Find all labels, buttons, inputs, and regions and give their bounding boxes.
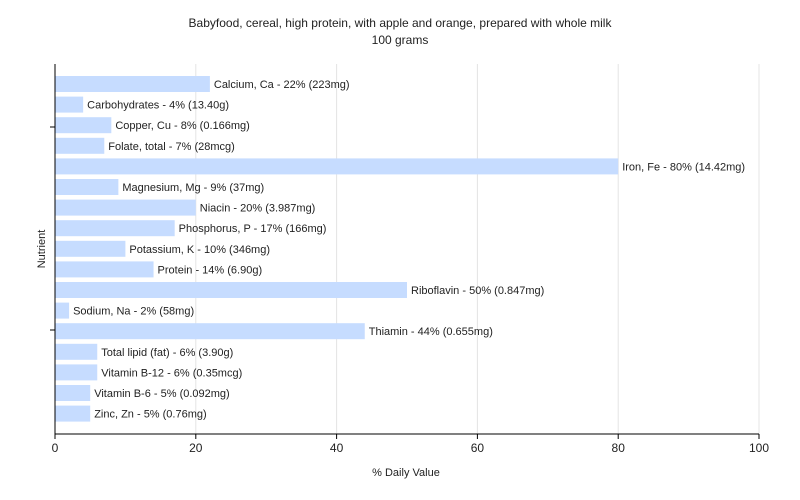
bar <box>55 323 365 340</box>
x-axis-title: % Daily Value <box>372 467 440 479</box>
x-tick-label: 0 <box>52 441 59 455</box>
bar-label: Carbohydrates - 4% (13.40g) <box>87 100 229 112</box>
bar <box>55 76 210 92</box>
axes: 0 20 40 60 80 100 <box>50 64 769 455</box>
bar-label: Iron, Fe - 80% (14.42mg) <box>622 161 745 173</box>
bar-labels: Calcium, Ca - 22% (223mg) Carbohydrates -… <box>73 79 745 421</box>
bar-label: Thiamin - 44% (0.655mg) <box>369 326 493 338</box>
bar <box>55 117 112 134</box>
bar-label: Protein - 14% (6.90g) <box>158 264 263 276</box>
bar-label: Vitamin B-6 - 5% (0.092mg) <box>94 388 230 400</box>
bar <box>55 385 91 401</box>
bar <box>55 364 98 381</box>
bar-label: Zinc, Zn - 5% (0.76mg) <box>94 409 206 421</box>
bar <box>55 405 91 422</box>
x-tick-label: 80 <box>612 441 626 455</box>
bar-label: Sodium, Na - 2% (58mg) <box>73 306 194 318</box>
bar-label: Riboflavin - 50% (0.847mg) <box>411 285 544 297</box>
x-tick-label: 40 <box>330 441 344 455</box>
bar <box>55 282 407 298</box>
bar <box>55 199 196 216</box>
bar <box>55 220 175 237</box>
chart-title: Babyfood, cereal, high protein, with app… <box>188 16 612 30</box>
plot-background <box>55 64 759 434</box>
bar <box>55 343 98 360</box>
bar-label: Total lipid (fat) - 6% (3.90g) <box>101 347 233 359</box>
bar <box>55 137 105 154</box>
bar-label: Magnesium, Mg - 9% (37mg) <box>122 182 264 194</box>
bar-label: Copper, Cu - 8% (0.166mg) <box>115 120 250 132</box>
y-axis-title: Nutrient <box>36 230 48 269</box>
bar-label: Vitamin B-12 - 6% (0.35mcg) <box>101 367 242 379</box>
bars <box>55 76 619 422</box>
bar <box>55 179 119 195</box>
bar <box>55 158 619 175</box>
bar-label: Phosphorus, P - 17% (166mg) <box>179 223 327 235</box>
bar <box>55 96 84 113</box>
bar-label: Calcium, Ca - 22% (223mg) <box>214 79 350 91</box>
x-tick-label: 100 <box>749 441 769 455</box>
bar <box>55 302 70 319</box>
bar-label: Niacin - 20% (3.987mg) <box>200 203 316 215</box>
chart-subtitle: 100 grams <box>371 33 429 47</box>
grid <box>195 64 760 434</box>
bar <box>55 261 154 278</box>
bar <box>55 240 126 257</box>
bar-label: Folate, total - 7% (28mcg) <box>108 141 235 153</box>
x-tick-label: 60 <box>471 441 485 455</box>
x-tick-label: 20 <box>189 441 203 455</box>
bar-label: Potassium, K - 10% (346mg) <box>129 244 270 256</box>
